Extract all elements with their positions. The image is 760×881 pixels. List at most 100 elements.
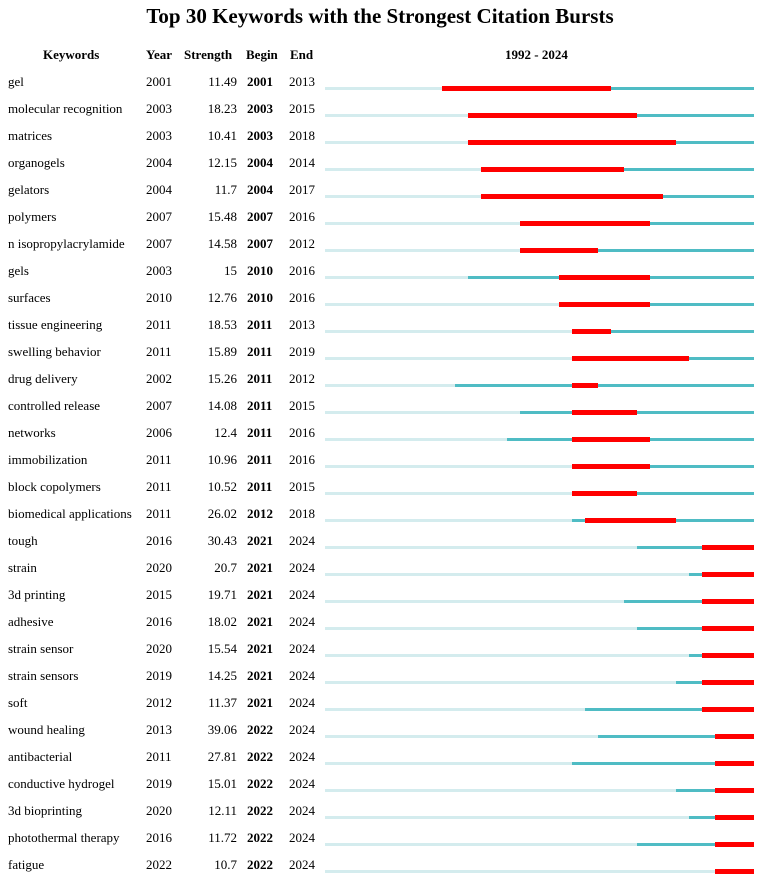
timeline-pre-segment [325,546,637,549]
header-strength: Strength [184,47,233,62]
keyword-label: n isopropylacrylamide [8,236,125,251]
burst-bar [442,86,611,91]
end-year: 2024 [289,641,315,656]
timeline-active-segment [442,87,754,90]
timeline-pre-segment [325,870,715,873]
year-value: 2007 [146,398,172,413]
timeline-active-segment [520,249,754,252]
timeline-pre-segment [325,654,689,657]
strength-value: 15 [224,263,237,278]
end-year: 2018 [289,506,315,521]
burst-bar [702,680,754,685]
year-value: 2015 [146,587,172,602]
end-year: 2013 [289,74,315,89]
year-value: 2004 [146,155,172,170]
header-year: Year [146,47,172,62]
keyword-label: tissue engineering [8,317,103,332]
begin-year: 2022 [247,749,273,764]
keyword-label: biomedical applications [8,506,132,521]
strength-value: 18.02 [207,614,237,629]
burst-bar [715,869,754,874]
keyword-label: swelling behavior [8,344,101,359]
timeline-pre-segment [325,87,442,90]
keyword-label: surfaces [8,290,51,305]
burst-bar [715,734,754,739]
timeline-active-segment [468,276,754,279]
keyword-label: conductive hydrogel [8,776,115,791]
end-year: 2016 [289,209,315,224]
year-value: 2003 [146,263,172,278]
strength-value: 11.49 [208,74,237,89]
begin-year: 2022 [247,722,273,737]
timeline-active-segment [468,141,754,144]
end-year: 2024 [289,857,315,872]
strength-value: 12.15 [207,155,237,170]
timeline-pre-segment [325,195,481,198]
timeline-active-segment [624,600,754,603]
timeline-pre-segment [325,303,559,306]
header-end: End [290,47,314,62]
timeline-pre-segment [325,519,572,522]
burst-bar [572,437,650,442]
year-value: 2010 [146,290,172,305]
begin-year: 2022 [247,857,273,872]
timeline-pre-segment [325,114,468,117]
begin-year: 2021 [247,695,273,710]
strength-value: 15.54 [207,641,237,656]
year-value: 2007 [146,209,172,224]
begin-year: 2021 [247,641,273,656]
strength-value: 12.76 [207,290,237,305]
burst-bar [468,140,676,145]
end-year: 2024 [289,830,315,845]
timeline-active-segment [481,195,754,198]
burst-bar [702,599,754,604]
year-value: 2020 [146,560,172,575]
burst-bar [572,329,611,334]
keyword-label: gels [8,263,29,278]
year-value: 2011 [146,479,172,494]
begin-year: 2010 [247,263,273,278]
timeline-range-label: 1992 - 2024 [505,47,568,62]
end-year: 2024 [289,803,315,818]
keyword-label: strain [8,560,37,575]
timeline-pre-segment [325,600,624,603]
begin-year: 2011 [247,452,273,467]
burst-bar [572,383,598,388]
timeline-pre-segment [325,141,468,144]
end-year: 2024 [289,749,315,764]
timeline-active-segment [572,762,754,765]
year-value: 2003 [146,101,172,116]
begin-year: 2011 [247,425,273,440]
timeline-pre-segment [325,249,520,252]
burst-bar [481,167,624,172]
year-value: 2013 [146,722,172,737]
keyword-label: molecular recognition [8,101,123,116]
burst-bar [481,194,663,199]
burst-bar [715,842,754,847]
keyword-label: immobilization [8,452,88,467]
begin-year: 2011 [247,371,273,386]
begin-year: 2022 [247,830,273,845]
timeline-active-segment [689,816,754,819]
keyword-label: block copolymers [8,479,101,494]
begin-year: 2011 [247,398,273,413]
year-value: 2011 [146,317,172,332]
year-value: 2001 [146,74,172,89]
burst-bar [572,356,689,361]
burst-bar [702,626,754,631]
timeline-pre-segment [325,492,572,495]
timeline-pre-segment [325,276,468,279]
keyword-label: antibacterial [8,749,73,764]
keyword-label: networks [8,425,56,440]
end-year: 2018 [289,128,315,143]
begin-year: 2010 [247,290,273,305]
end-year: 2015 [289,398,315,413]
timeline-active-segment [572,492,754,495]
year-value: 2011 [146,749,172,764]
timeline-active-segment [637,546,754,549]
year-value: 2007 [146,236,172,251]
keyword-label: adhesive [8,614,54,629]
burst-bar [559,275,650,280]
strength-value: 26.02 [207,506,237,521]
keyword-label: photothermal therapy [8,830,120,845]
